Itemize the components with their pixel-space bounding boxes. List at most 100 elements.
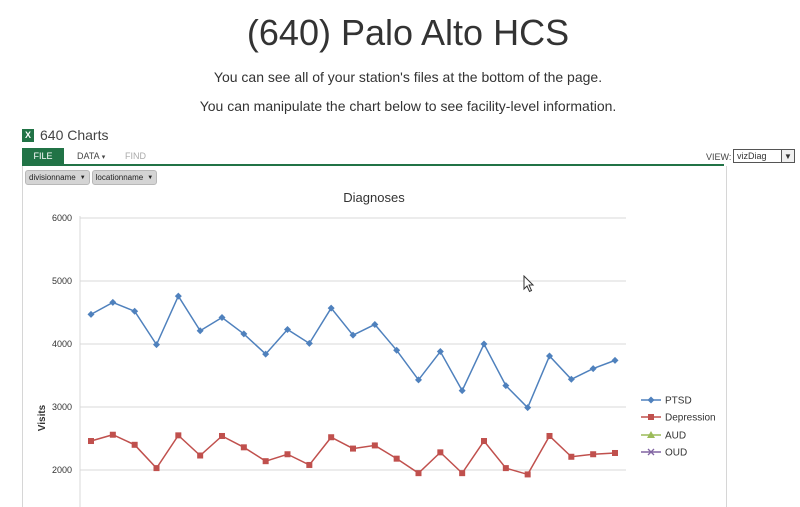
data-point	[131, 441, 138, 448]
data-point	[305, 339, 313, 347]
filter-divisionname[interactable]: divisionname ▼	[25, 170, 90, 185]
dropdown-arrow-icon: ▼	[147, 174, 154, 181]
data-point	[502, 465, 509, 472]
data-point	[590, 451, 597, 458]
sheet-area	[22, 166, 727, 507]
data-point	[196, 327, 204, 335]
legend-item-aud: AUD	[641, 431, 686, 442]
legend-marker	[647, 448, 655, 456]
workbook-header: X 640 Charts	[22, 125, 108, 145]
tab-find[interactable]: FIND	[125, 151, 146, 161]
view-label: VIEW:	[706, 152, 732, 162]
data-point	[589, 365, 597, 373]
excel-icon: X	[22, 128, 34, 142]
data-point	[350, 445, 356, 452]
data-point	[415, 376, 422, 384]
data-point	[87, 310, 95, 318]
legend-marker	[647, 396, 655, 404]
data-point	[131, 307, 139, 315]
data-point	[109, 298, 117, 306]
series-line	[90, 433, 616, 476]
data-point	[174, 292, 182, 300]
data-point	[393, 346, 401, 354]
legend-item-oud: OUD	[641, 448, 687, 459]
y-tick-label: 3000	[52, 402, 72, 412]
data-point	[175, 432, 182, 439]
data-point	[524, 471, 531, 478]
data-point	[611, 356, 619, 364]
data-point	[349, 331, 357, 339]
data-point	[284, 326, 291, 334]
data-point	[88, 438, 94, 445]
y-axis-label: Visits	[37, 404, 48, 431]
tab-file[interactable]: FILE	[22, 148, 64, 164]
data-point	[153, 341, 160, 349]
mouse-cursor-icon	[523, 275, 535, 293]
legend-marker	[647, 431, 655, 438]
data-point	[437, 449, 444, 456]
legend-marker	[648, 414, 654, 420]
legend-label: PTSD	[665, 396, 692, 407]
data-point	[415, 470, 422, 477]
data-point	[371, 320, 379, 328]
tab-data-label: DATA	[77, 151, 100, 161]
data-point	[481, 438, 487, 445]
ribbon: FILE DATA ▾ FIND VIEW: vizDiag ▼	[22, 148, 796, 165]
data-point	[328, 434, 335, 441]
info-line-files: You can see all of your station's files …	[213, 69, 603, 85]
series-line	[90, 294, 616, 409]
y-tick-label: 2000	[52, 465, 72, 475]
data-point	[262, 458, 269, 465]
data-point	[458, 387, 466, 395]
filter-label: locationname	[95, 173, 144, 182]
chart-series	[87, 292, 619, 478]
series-depression	[88, 431, 618, 478]
filter-locationname[interactable]: locationname ▼	[91, 170, 158, 185]
data-point	[109, 431, 116, 438]
data-point	[546, 352, 553, 360]
workbook-title: 640 Charts	[40, 127, 109, 143]
data-point	[546, 432, 553, 439]
data-point	[240, 330, 248, 338]
data-point	[568, 453, 575, 460]
page-title: (640) Palo Alto HCS	[246, 12, 570, 53]
data-point	[459, 470, 466, 477]
y-tick-label: 4000	[52, 339, 72, 349]
legend-label: AUD	[665, 431, 686, 442]
view-select[interactable]: vizDiag ▼	[733, 149, 795, 163]
legend-item-depression: Depression	[641, 413, 716, 424]
data-point	[284, 451, 291, 458]
data-point	[612, 449, 618, 456]
y-tick-label: 5000	[52, 276, 72, 286]
data-point	[480, 340, 488, 348]
data-point	[436, 348, 444, 356]
data-point	[219, 432, 225, 439]
ribbon-divider	[22, 164, 724, 166]
y-axis-ticks: 2000 3000 4000 5000 6000	[52, 213, 72, 475]
data-point	[218, 314, 226, 322]
data-point	[306, 461, 313, 468]
tab-data[interactable]: DATA ▾	[77, 151, 105, 161]
info-line-chart: You can manipulate the chart below to se…	[199, 98, 617, 114]
data-point	[393, 455, 400, 462]
chart-gridlines	[80, 217, 626, 471]
series-ptsd	[87, 292, 619, 412]
data-point	[197, 452, 204, 459]
data-point	[153, 465, 160, 472]
caret-down-icon: ▾	[101, 154, 106, 161]
legend-label: OUD	[665, 448, 687, 459]
view-select-value: vizDiag	[737, 151, 767, 161]
data-point	[371, 442, 378, 449]
data-point	[502, 382, 510, 390]
data-point	[524, 404, 532, 412]
legend-item-ptsd: PTSD	[641, 396, 692, 407]
chart-title: Diagnoses	[343, 190, 405, 205]
y-tick-label: 6000	[52, 213, 72, 223]
data-point	[567, 375, 575, 383]
chevron-down-icon[interactable]: ▼	[781, 150, 794, 162]
dropdown-arrow-icon: ▼	[79, 174, 86, 181]
filter-bar: divisionname ▼ locationname ▼	[25, 170, 158, 185]
legend-label: Depression	[665, 413, 716, 424]
filter-label: divisionname	[29, 173, 76, 182]
